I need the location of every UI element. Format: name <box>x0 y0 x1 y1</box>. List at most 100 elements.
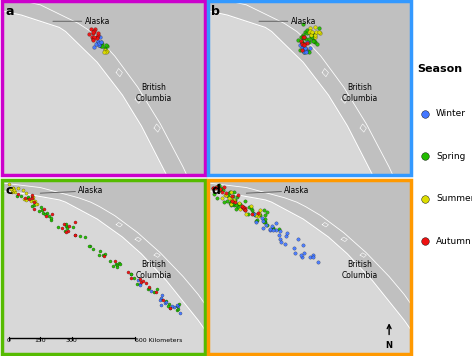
Polygon shape <box>209 0 411 263</box>
Point <box>34 201 41 207</box>
Point <box>242 199 249 204</box>
Point <box>175 307 182 312</box>
Point <box>222 193 230 198</box>
Polygon shape <box>2 0 204 263</box>
Point <box>89 36 97 42</box>
Point <box>283 231 291 236</box>
Point <box>298 39 306 44</box>
Point <box>311 32 318 37</box>
Point <box>252 219 260 225</box>
Point <box>228 201 235 207</box>
Point <box>14 193 21 199</box>
Point <box>144 287 152 292</box>
Point <box>227 190 234 195</box>
Point <box>241 206 248 212</box>
Point <box>148 288 155 294</box>
Point <box>222 190 230 196</box>
Point <box>39 208 46 213</box>
Text: d: d <box>211 184 220 197</box>
Point <box>252 212 259 218</box>
Point <box>241 205 248 210</box>
Point <box>300 42 307 48</box>
Polygon shape <box>154 253 160 257</box>
Point <box>283 233 290 239</box>
Point <box>136 281 143 287</box>
Point <box>94 32 102 37</box>
Point <box>45 214 53 219</box>
Text: British
Columbia: British Columbia <box>342 83 378 103</box>
Point <box>307 30 315 36</box>
Point <box>102 42 110 48</box>
Point <box>270 225 277 231</box>
Point <box>261 219 269 224</box>
Point <box>297 42 304 48</box>
Point <box>47 215 54 221</box>
Point <box>29 197 37 203</box>
Point <box>169 303 176 309</box>
Point <box>309 252 317 258</box>
Point <box>71 232 79 238</box>
Point <box>125 269 132 275</box>
Point <box>28 195 35 201</box>
Point <box>230 189 238 194</box>
Point <box>230 202 237 208</box>
Point <box>228 189 235 195</box>
Point <box>88 34 96 40</box>
Polygon shape <box>360 253 366 257</box>
Point <box>71 219 79 225</box>
Text: Season: Season <box>417 64 463 74</box>
Point <box>25 195 32 201</box>
Point <box>260 219 267 224</box>
Polygon shape <box>154 124 160 132</box>
Point <box>92 26 99 32</box>
Point <box>28 193 35 198</box>
Point <box>299 35 306 41</box>
Text: Alaska: Alaska <box>246 187 310 195</box>
Polygon shape <box>341 237 347 242</box>
Point <box>96 34 103 40</box>
Point <box>256 212 263 218</box>
Polygon shape <box>135 237 142 242</box>
Point <box>115 261 123 266</box>
Point <box>299 32 306 38</box>
Point <box>299 43 307 48</box>
Point <box>220 199 228 204</box>
Point <box>306 25 313 31</box>
Point <box>260 207 268 213</box>
Point <box>54 224 62 229</box>
Point <box>153 286 161 292</box>
Point <box>17 194 25 199</box>
Point <box>94 30 102 36</box>
Point <box>58 225 66 231</box>
Point <box>300 41 308 46</box>
Polygon shape <box>116 68 122 77</box>
Point <box>133 281 140 287</box>
Point <box>232 206 240 211</box>
Point <box>216 187 224 193</box>
Point <box>307 33 314 39</box>
Point <box>94 36 101 41</box>
Point <box>242 207 249 213</box>
Point <box>226 195 234 201</box>
Point <box>303 40 311 45</box>
Point <box>96 42 103 48</box>
Point <box>93 41 100 47</box>
Text: 150: 150 <box>34 339 46 344</box>
Point <box>266 227 274 233</box>
Point <box>261 212 269 218</box>
Point <box>226 190 233 196</box>
Point <box>94 38 102 44</box>
Point <box>297 34 305 40</box>
Point <box>298 254 306 260</box>
Point <box>221 192 228 198</box>
Point <box>302 49 310 55</box>
Point <box>276 227 283 233</box>
Point <box>315 25 322 31</box>
Point <box>76 233 84 239</box>
Point <box>230 198 238 203</box>
Text: British
Columbia: British Columbia <box>136 260 172 280</box>
Point <box>238 203 245 209</box>
Point <box>158 302 165 308</box>
Point <box>93 34 101 40</box>
Point <box>260 219 267 225</box>
